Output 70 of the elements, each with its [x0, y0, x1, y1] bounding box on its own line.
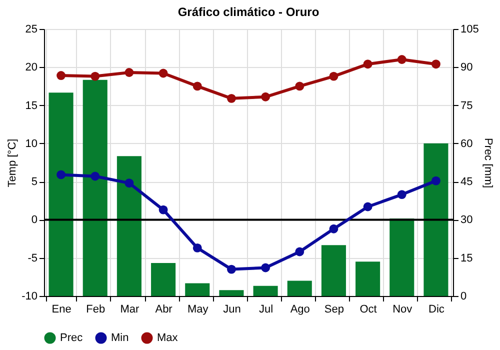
y2-tick-label: 0 [460, 290, 467, 302]
bar [48, 92, 74, 296]
legend-label: Min [111, 332, 129, 344]
legend-label: Prec [60, 332, 84, 344]
x-tick-label: May [187, 304, 209, 316]
bar [116, 156, 142, 296]
y2-tick-label: 60 [460, 138, 473, 150]
point [363, 202, 372, 212]
y-tick-label: -5 [28, 252, 38, 264]
x-tick-label: Sep [324, 304, 344, 316]
y-tick-label: 20 [25, 62, 38, 74]
point [329, 224, 338, 234]
y2-axis-title: Prec [mm] [482, 138, 494, 188]
point [56, 71, 66, 80]
x-tick-label: Jul [259, 304, 274, 316]
point [261, 92, 270, 102]
y-tick-label: 10 [25, 138, 38, 150]
y-axis-title: Temp [°C] [6, 138, 19, 188]
point [397, 190, 406, 200]
bar [390, 218, 414, 296]
bar [219, 290, 244, 296]
x-tick-label: Abr [155, 304, 173, 316]
point [192, 82, 202, 91]
point [363, 60, 372, 69]
y-tick-label: 25 [25, 24, 38, 36]
point [192, 243, 202, 252]
legend-label: Max [157, 332, 178, 344]
x-tick-label: Feb [86, 304, 106, 316]
point [90, 72, 100, 81]
y2-tick-label: 105 [460, 24, 479, 36]
y2-tick-label: 45 [460, 176, 473, 188]
y-tick-label: -10 [22, 290, 38, 302]
point [158, 68, 168, 78]
y-tick-label: 5 [31, 176, 38, 188]
bar [287, 280, 312, 296]
point [431, 60, 440, 69]
point [329, 72, 338, 81]
point [158, 205, 168, 214]
y2-tick-label: 15 [460, 252, 473, 264]
bar [356, 262, 380, 296]
point [226, 264, 236, 274]
point [90, 172, 100, 181]
bar [151, 262, 176, 296]
point [295, 247, 304, 256]
point [295, 82, 304, 91]
x-tick-label: Nov [392, 304, 413, 316]
x-tick-label: Dic [428, 304, 445, 316]
x-tick-label: Oct [360, 304, 377, 316]
point [124, 68, 134, 77]
y2-tick-label: 90 [460, 62, 473, 74]
x-tick-label: Ene [52, 304, 72, 316]
bar [424, 143, 448, 296]
point [397, 55, 406, 64]
y2-tick-label: 30 [460, 214, 473, 226]
bar [82, 80, 108, 296]
point [226, 94, 236, 103]
bar [321, 245, 346, 296]
x-tick-label: Jun [223, 304, 241, 316]
y-tick-label: 0 [31, 214, 38, 226]
point [261, 263, 270, 272]
point [431, 176, 440, 186]
y2-tick-label: 75 [460, 100, 473, 112]
bar [185, 283, 210, 296]
x-tick-label: Ago [290, 304, 310, 316]
x-tick-label: Mar [120, 304, 140, 316]
point [56, 170, 66, 180]
point [124, 178, 134, 188]
chart-title: Gráfico climático - Oruro [178, 5, 320, 19]
y-tick-label: 15 [25, 100, 38, 112]
bar [253, 286, 278, 296]
